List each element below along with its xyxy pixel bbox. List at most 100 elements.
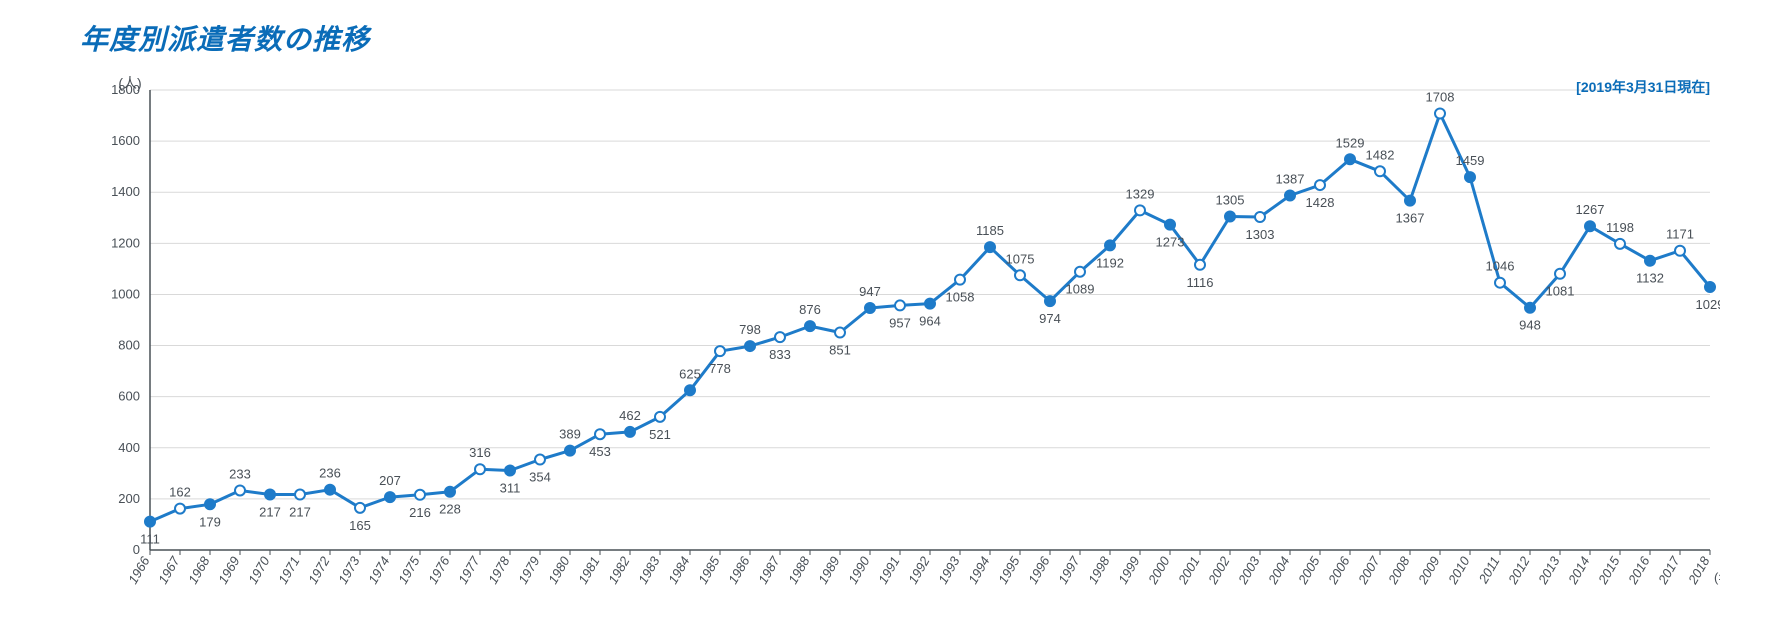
data-label: 851 [829,343,851,358]
data-point [1285,191,1295,201]
data-label: 833 [769,347,791,362]
data-label: 354 [529,470,551,485]
data-point [1585,221,1595,231]
data-label: 1185 [976,223,1004,238]
data-point [235,485,245,495]
y-tick-label: 1400 [111,184,140,199]
data-label: 1459 [1456,153,1485,168]
data-point [1615,239,1625,249]
data-label: 1303 [1246,227,1275,242]
data-label: 1171 [1666,227,1694,242]
data-point [175,504,185,514]
data-label: 521 [649,427,671,442]
data-point [1045,296,1055,306]
data-point [1255,212,1265,222]
data-label: 1305 [1216,193,1245,208]
page-title: 年度別派遣者数の推移 [80,18,370,58]
data-label: 311 [500,481,521,496]
data-label: 1075 [1006,251,1035,266]
data-label: 217 [259,505,281,520]
data-label: 974 [1039,311,1061,326]
x-axis-unit: (年) [1714,570,1720,585]
data-label: 1116 [1187,275,1214,290]
data-point [1105,240,1115,250]
data-label: 1058 [946,290,975,305]
data-label: 162 [169,485,191,500]
data-point [955,275,965,285]
data-label: 1089 [1066,282,1095,297]
data-label: 1046 [1486,259,1515,274]
data-label: 1273 [1156,235,1185,250]
data-label: 1329 [1126,186,1155,201]
data-point [1465,172,1475,182]
data-point [835,328,845,338]
data-label: 947 [859,284,881,299]
data-point [1345,154,1355,164]
data-label: 1029 [1696,297,1720,312]
data-label: 228 [439,502,461,517]
data-point [445,487,455,497]
data-point [325,485,335,495]
data-point [1135,205,1145,215]
data-label: 876 [799,302,821,317]
data-point [985,242,995,252]
data-point [925,299,935,309]
data-label: 798 [739,322,761,337]
y-tick-label: 200 [118,491,140,506]
data-label: 964 [919,314,941,329]
y-axis-unit: (人) [118,75,141,91]
data-label: 957 [889,315,911,330]
data-point [775,332,785,342]
data-point [625,427,635,437]
data-label: 233 [229,466,251,481]
data-label: 316 [469,445,491,460]
data-label: 1267 [1576,202,1605,217]
data-point [475,464,485,474]
y-tick-label: 1000 [111,286,140,301]
data-label: 1132 [1636,271,1664,286]
data-point [415,490,425,500]
data-point [1375,166,1385,176]
data-point [1075,267,1085,277]
data-point [535,455,545,465]
data-point [505,466,515,476]
data-point [655,412,665,422]
data-point [1015,270,1025,280]
data-label: 1529 [1336,135,1365,150]
data-label: 948 [1519,318,1541,333]
data-label: 207 [379,473,401,488]
data-point [565,446,575,456]
data-point [685,385,695,395]
data-label: 216 [409,505,431,520]
data-point [1405,196,1415,206]
data-label: 625 [679,366,701,381]
data-point [1495,278,1505,288]
chart-note: [2019年3月31日現在] [1576,79,1710,95]
line-chart: 020040060080010001200140016001800(人)[201… [80,70,1720,630]
data-label: 1192 [1096,255,1124,270]
data-label: 1428 [1306,195,1335,210]
data-point [1435,109,1445,119]
data-point [1315,180,1325,190]
y-tick-label: 1600 [111,133,140,148]
data-point [145,517,155,527]
data-point [205,499,215,509]
data-label: 179 [199,514,221,529]
y-tick-label: 800 [118,338,140,353]
data-point [1555,269,1565,279]
data-point [865,303,875,313]
data-point [1705,282,1715,292]
data-label: 1708 [1426,90,1455,105]
data-point [1165,220,1175,230]
data-point [1195,260,1205,270]
data-label: 111 [140,532,160,547]
data-point [1675,246,1685,256]
y-tick-label: 400 [118,440,140,455]
data-label: 778 [709,361,731,376]
data-point [805,321,815,331]
data-point [745,341,755,351]
data-label: 389 [559,427,581,442]
data-label: 1367 [1396,211,1425,226]
data-label: 236 [319,466,341,481]
data-point [1525,303,1535,313]
